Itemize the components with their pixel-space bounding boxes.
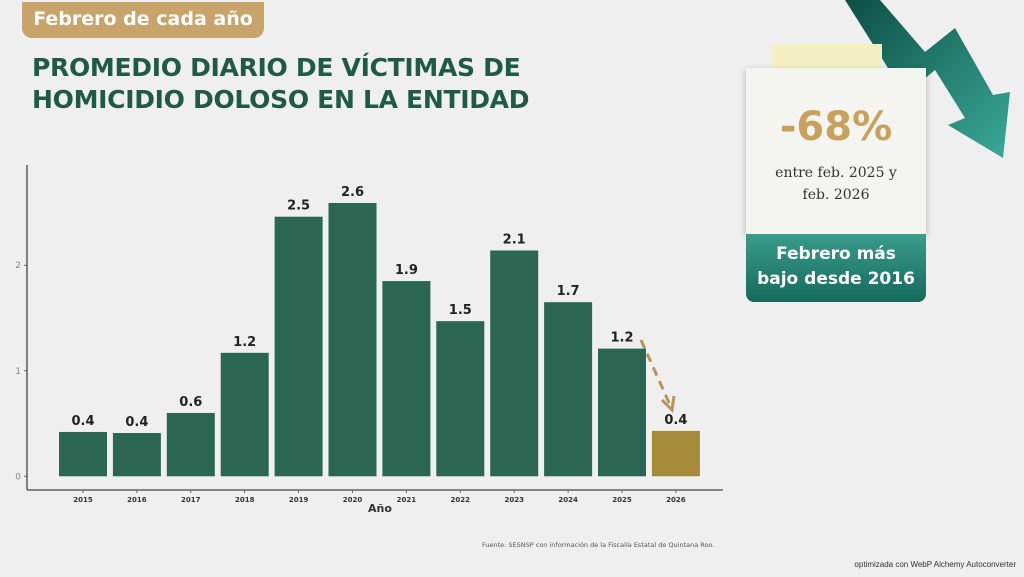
page-title: PROMEDIO DIARIO DE VÍCTIMAS DE HOMICIDIO… [32, 52, 529, 116]
data-label-2017: 0.6 [179, 395, 202, 410]
percent-change: -68% [779, 104, 893, 150]
bar-2021 [382, 281, 431, 477]
source-note: Fuente: SESNSP con información de la Fis… [482, 541, 715, 549]
bar-2019 [274, 216, 323, 477]
decline-arrow-icon [639, 339, 672, 406]
bar-2015 [59, 431, 107, 477]
down-trend-arrow-icon [845, 0, 1010, 158]
stat-card [746, 68, 926, 235]
data-label-2022: 1.5 [449, 303, 472, 318]
x-tick-label-2022: 2022 [451, 496, 471, 504]
bar-2017 [166, 412, 215, 477]
data-label-2021: 1.9 [395, 263, 418, 278]
banner-line-2: bajo desde 2016 [757, 269, 915, 289]
x-tick-label-2020: 2020 [343, 496, 363, 504]
data-label-2024: 1.7 [557, 284, 580, 299]
x-tick-label-2018: 2018 [235, 496, 255, 504]
data-label-2020: 2.6 [341, 185, 364, 200]
x-axis-label: Año [368, 502, 392, 515]
y-tick-label: 1 [15, 367, 21, 377]
data-label-2018: 1.2 [233, 335, 256, 350]
x-tick-label-2026: 2026 [666, 496, 686, 504]
x-tick-label-2017: 2017 [181, 496, 201, 504]
data-label-2016: 0.4 [125, 415, 148, 430]
data-label-2015: 0.4 [71, 414, 94, 429]
bar-2018 [220, 352, 269, 477]
x-tick-label-2021: 2021 [397, 496, 417, 504]
data-label-2026: 0.4 [664, 413, 687, 428]
watermark: optimizada con WebP Alchemy Autoconverte… [854, 560, 1016, 569]
caption-line-1: entre feb. 2025 y [775, 165, 897, 181]
bar-2020 [328, 202, 377, 477]
x-tick-label-2016: 2016 [127, 496, 147, 504]
x-tick-label-2023: 2023 [504, 496, 524, 504]
bar-2023 [490, 250, 539, 477]
lowest-banner: Febrero más bajo desde 2016 [746, 234, 926, 302]
decline-arrowhead-icon [660, 395, 676, 414]
bar-2025 [598, 348, 646, 477]
bar-2016 [112, 433, 161, 477]
percent-caption: entre feb. 2025 y feb. 2026 [746, 162, 926, 206]
banner-line-1: Febrero más [776, 244, 896, 264]
data-label-2019: 2.5 [287, 199, 310, 214]
y-tick-label: 0 [15, 472, 21, 482]
data-label-2025: 1.2 [610, 331, 633, 346]
x-tick-label-2019: 2019 [289, 496, 309, 504]
caption-line-2: feb. 2026 [802, 187, 870, 203]
x-tick-label-2015: 2015 [73, 496, 93, 504]
x-tick-label-2025: 2025 [612, 496, 632, 504]
y-tick-label: 2 [15, 261, 21, 271]
period-badge: Febrero de cada año [22, 2, 264, 38]
bar-2026 [651, 430, 700, 477]
title-line-2: HOMICIDIO DOLOSO EN LA ENTIDAD [32, 85, 530, 114]
bar-2024 [544, 302, 593, 477]
title-line-1: PROMEDIO DIARIO DE VÍCTIMAS DE [32, 53, 521, 82]
bar-2022 [436, 321, 485, 477]
x-tick-label-2024: 2024 [558, 496, 578, 504]
data-label-2023: 2.1 [503, 232, 526, 247]
